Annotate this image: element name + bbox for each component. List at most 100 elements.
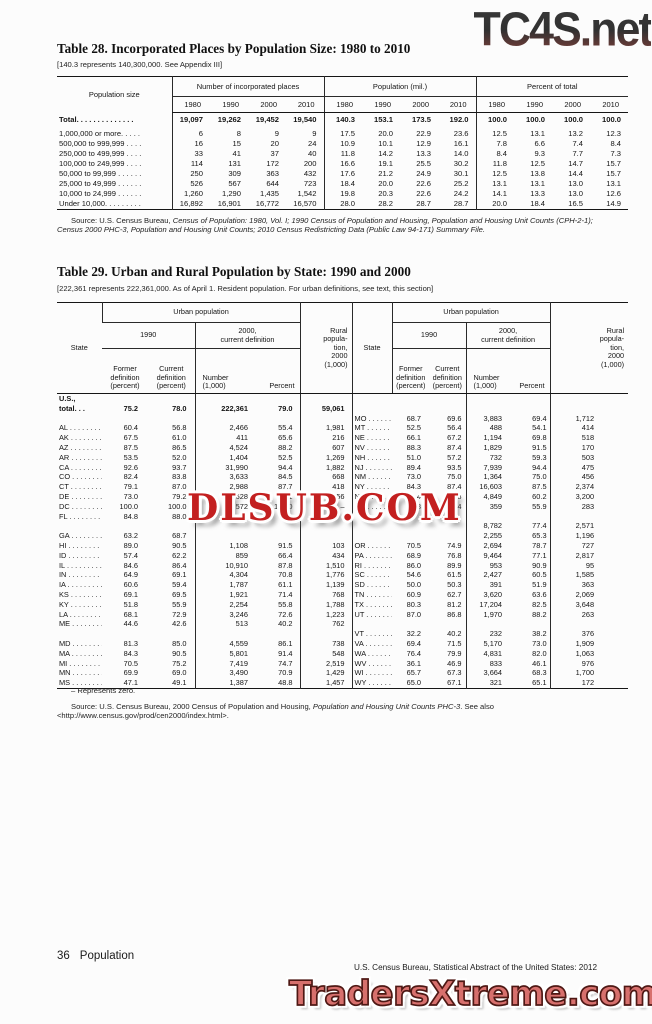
value-cell: 31,990 — [194, 462, 252, 473]
value-cell: 67.3 — [447, 668, 462, 678]
value-cell: 13.1 — [530, 129, 546, 138]
col-header-current-definition: Current definition (percent) — [429, 348, 467, 394]
value-cell: 391 — [465, 580, 507, 590]
value-cell: 3,200 — [549, 491, 629, 502]
value-cell: 73.0 — [123, 491, 138, 501]
watermark-bottom: TradersXtreme.com — [288, 973, 652, 1015]
value-cell: 21.2 — [378, 169, 393, 178]
value-cell: 19,452 — [255, 115, 279, 124]
value-cell: 69.0 — [172, 668, 187, 678]
value-cell — [194, 629, 252, 639]
value-cell — [465, 619, 507, 630]
value-cell: 74.9 — [447, 540, 462, 550]
state-label: DE . . . . . . . . . — [57, 492, 102, 502]
value-cell — [299, 629, 353, 639]
value-cell: 172 — [266, 159, 279, 168]
value-cell: 16 — [171, 139, 210, 149]
value-cell: 1,404 — [194, 452, 252, 463]
section-name: Population — [79, 950, 135, 962]
value-cell: 82.4 — [123, 472, 138, 482]
value-cell: 263 — [549, 609, 629, 620]
leader-dots: . . . . . . . . . — [366, 433, 392, 443]
value-cell: 66.1 — [406, 433, 422, 443]
value-cell: 60.9 — [406, 589, 422, 599]
value-cell: 20.0 — [378, 179, 393, 188]
value-cell: 7.8 — [475, 139, 515, 149]
value-cell: 12.3 — [606, 129, 622, 138]
table-row: U.S., — [57, 393, 629, 404]
value-cell: 8 — [236, 129, 241, 138]
state-label: AZ . . . . . . . . . — [57, 443, 102, 453]
value-cell: 1,194 — [465, 433, 507, 443]
value-cell: 91.5 — [532, 442, 547, 452]
leader-dots: . . . . . . . . . — [365, 462, 392, 472]
leader-dots: . . . . . . . . . — [366, 570, 392, 580]
col-header-former-definition: Former definition (percent) — [102, 348, 148, 394]
value-cell: 53.3 — [406, 501, 422, 511]
table-row: GA . . . . . . . . . 63.2 68.7 2,255 65.31,1… — [57, 531, 629, 541]
state-label: LA . . . . . . . . . — [57, 610, 102, 620]
state-label: AR . . . . . . . . . — [57, 453, 102, 463]
value-cell: 18.4 — [323, 179, 362, 189]
state-label — [57, 414, 102, 424]
value-cell: 3,633 — [194, 472, 252, 483]
year-header: 2000 — [248, 96, 286, 113]
value-cell: 100.0 — [475, 112, 515, 126]
value-cell: 69.9 — [123, 668, 138, 678]
value-cell: 100.0 — [119, 501, 139, 511]
value-cell: 93.7 — [172, 462, 187, 472]
state-code: NC — [354, 491, 366, 501]
value-cell: 86.5 — [172, 442, 187, 452]
value-cell: 89.0 — [123, 540, 138, 550]
table-row: 10,000 to 24,999 . . . . . . 1,260 1,290 1,… — [57, 189, 628, 199]
value-cell — [299, 413, 353, 424]
value-cell — [148, 629, 195, 639]
value-cell: 77.4 — [532, 521, 547, 531]
value-cell: 63.6 — [532, 589, 547, 599]
value-cell: 359 — [465, 501, 507, 512]
value-cell: 12.5 — [530, 159, 546, 168]
value-cell: 1,290 — [221, 189, 241, 198]
value-cell — [392, 531, 429, 541]
leader-dots: . . . . . . . . . — [72, 472, 102, 482]
value-cell: 65.6 — [278, 433, 293, 443]
table-row: MS . . . . . . . . . 47.1 49.1 1,387 48.8 1,4… — [57, 678, 629, 689]
watermark-middle: DLSUB.COM — [187, 487, 462, 529]
value-cell: 55.9 — [172, 599, 187, 609]
value-cell: 363 — [549, 580, 629, 590]
leader-dots: . . . . . . . . . — [71, 648, 102, 658]
value-cell: 33 — [171, 149, 210, 159]
value-cell: 80.1 — [278, 491, 293, 501]
value-cell: 1,970 — [465, 609, 507, 620]
col-header-number: Number (1,000) — [194, 348, 252, 394]
state-code: OR — [354, 540, 366, 550]
state-label: ID . . . . . . . . . — [57, 551, 102, 561]
leader-dots: . . . . . . . . . — [367, 491, 392, 501]
value-cell: 727 — [549, 540, 629, 551]
value-cell — [194, 413, 252, 424]
state-code: SD — [354, 580, 365, 590]
value-cell: 526 — [171, 179, 210, 189]
value-cell: 2,374 — [549, 482, 629, 492]
value-cell: 20.3 — [378, 189, 393, 198]
row-label: 50,000 to 99,999 . . . . . . — [59, 169, 142, 178]
state-code: FL — [59, 511, 68, 521]
value-cell: 100.0 — [168, 501, 187, 511]
value-cell — [252, 394, 300, 404]
value-cell: 17.5 — [323, 126, 362, 139]
value-cell: 75.0 — [532, 472, 547, 482]
value-cell: 76.8 — [447, 550, 462, 560]
value-cell: 59.4 — [172, 580, 187, 590]
state-code: IN — [59, 570, 67, 580]
row-label: 100,000 to 249,999 . . . . — [59, 159, 142, 168]
value-cell: 84.5 — [278, 472, 293, 482]
value-cell: 1,387 — [194, 678, 252, 689]
value-cell: 232 — [465, 629, 507, 639]
row-label: 25,000 to 49,999 . . . . . . — [59, 179, 142, 188]
value-cell: 50.3 — [447, 580, 462, 590]
state-label: NV . . . . . . . . . — [351, 442, 393, 453]
table-row: IN . . . . . . . . . 64.9 69.1 4,304 70.8 1,7… — [57, 570, 629, 581]
value-cell: 1,260 — [171, 189, 210, 199]
value-cell: 1,457 — [299, 678, 353, 689]
state-code: LA — [59, 609, 68, 619]
